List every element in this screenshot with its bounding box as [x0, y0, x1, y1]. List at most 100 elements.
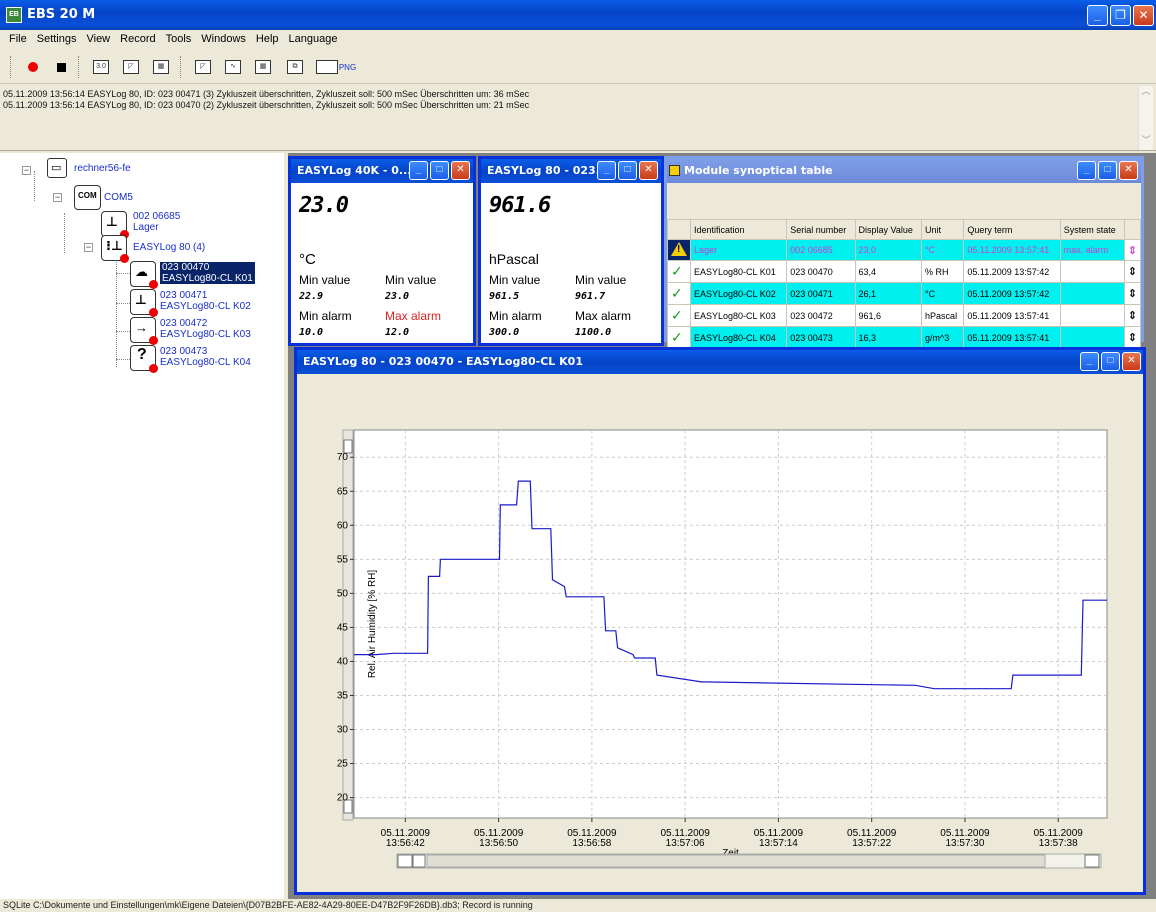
x-tick-label-time: 13:57:30: [945, 838, 984, 849]
scroll-down-icon[interactable]: ﹀: [1141, 135, 1151, 145]
menu-record[interactable]: Record: [120, 33, 156, 45]
close-button[interactable]: ✕: [1122, 352, 1141, 371]
synoptical-titlebar[interactable]: Module synoptical table _ □ ✕: [667, 159, 1141, 183]
table-window-button[interactable]: ▦: [252, 56, 274, 78]
row-updown-icon[interactable]: ⇕: [1123, 239, 1142, 261]
menu-bar: File Settings View Record Tools Windows …: [0, 30, 1156, 50]
row-updown-icon[interactable]: ⇕: [1123, 260, 1142, 283]
menu-language[interactable]: Language: [288, 33, 338, 45]
menu-help[interactable]: Help: [255, 33, 279, 45]
min-alarm-label: Min alarm: [489, 309, 542, 323]
sensor-window-1[interactable]: EASYLog 40K - 0... _ □ ✕ 23.0 °C Min val…: [288, 156, 476, 346]
status-header[interactable]: [667, 219, 691, 240]
table-cell: 023 00473: [786, 326, 856, 349]
sensor-window-2[interactable]: EASYLog 80 - 023... _ □ ✕ 961.6 hPascal …: [478, 156, 664, 346]
column-header[interactable]: Display Value: [854, 219, 923, 240]
column-header[interactable]: System state: [1059, 219, 1125, 240]
row-updown-icon[interactable]: ⇕: [1123, 326, 1142, 349]
max-value-label: Min value: [385, 273, 437, 287]
toolbar-grip: [10, 56, 13, 78]
close-button[interactable]: ✕: [451, 161, 470, 180]
sensor-window-1-titlebar[interactable]: EASYLog 40K - 0... _ □ ✕: [291, 159, 473, 183]
tree-child[interactable]: 023 00471 EASYLog80-CL K02: [160, 290, 251, 312]
y-axis-label: Rel. Air Humidity [% RH]: [367, 570, 378, 679]
tree-child[interactable]: 023 00473 EASYLog80-CL K04: [160, 346, 251, 368]
chart-window[interactable]: EASYLog 80 - 023 00470 - EASYLog80-CL K0…: [294, 347, 1146, 895]
collapse-toggle[interactable]: −: [53, 192, 62, 202]
tree-line: [116, 257, 117, 367]
max-alarm-label: Max alarm: [575, 309, 632, 323]
computer-icon: ▭: [47, 158, 67, 178]
table-button[interactable]: ▦: [150, 56, 172, 78]
chart-window-titlebar[interactable]: EASYLog 80 - 023 00470 - EASYLog80-CL K0…: [297, 350, 1143, 374]
tree-child-selected[interactable]: 023 00470 EASYLog80-CL K01: [160, 262, 255, 284]
table-cell: [1059, 326, 1125, 349]
max-value: 961.7: [575, 291, 606, 302]
tree-line: [116, 359, 130, 360]
column-header[interactable]: Query term: [963, 219, 1061, 240]
sensor-window-2-titlebar[interactable]: EASYLog 80 - 023... _ □ ✕: [481, 159, 661, 183]
close-button[interactable]: ✕: [1119, 161, 1138, 180]
log-scrollbar[interactable]: ︿ ﹀: [1138, 86, 1153, 150]
table-row[interactable]: ✓ EASYLog80-CL K03 023 00472 961,6 hPascal 05…: [667, 304, 1142, 327]
table-row[interactable]: ! Lager 002 06685 23,0 °C 05.11.2009 13:57:41…: [667, 239, 1142, 261]
table-cell: % RH: [921, 260, 965, 283]
multi-sensor-icon: ⁝⊥: [101, 235, 129, 263]
device-id: 002 06685: [133, 211, 181, 222]
table-row[interactable]: ✓ EASYLog80-CL K01 023 00470 63,4% RH 05.11.…: [667, 260, 1142, 283]
sort-header[interactable]: [1123, 219, 1142, 240]
synoptical-table-window[interactable]: Module synoptical table _ □ ✕ Identifica…: [664, 156, 1144, 349]
humidity-chart[interactable]: 202530354045505560657005.11.200913:56:42…: [297, 374, 1143, 892]
maximize-button[interactable]: □: [1101, 352, 1120, 371]
menu-view[interactable]: View: [86, 33, 111, 45]
close-button[interactable]: ✕: [639, 161, 658, 180]
copy-button[interactable]: ⧉: [284, 56, 306, 78]
minimize-button[interactable]: _: [1087, 5, 1108, 26]
minimize-button[interactable]: _: [597, 161, 616, 180]
maximize-button[interactable]: □: [618, 161, 637, 180]
menu-windows[interactable]: Windows: [201, 33, 246, 45]
tree-root[interactable]: rechner56-fe: [74, 163, 131, 174]
tree-port[interactable]: COM5: [104, 192, 133, 203]
minimize-button[interactable]: _: [1077, 161, 1096, 180]
table-row[interactable]: ✓ EASYLog80-CL K04 023 00473 16,3 g/m^3 05.11…: [667, 326, 1142, 349]
maximize-button[interactable]: □: [1098, 161, 1117, 180]
column-header[interactable]: Identification: [689, 219, 788, 240]
maximize-button[interactable]: □: [430, 161, 449, 180]
close-button[interactable]: ✕: [1133, 5, 1154, 26]
menu-file[interactable]: File: [9, 33, 27, 45]
min-value: 22.9: [299, 291, 324, 302]
min-value-label: Min value: [489, 273, 541, 287]
tree-child[interactable]: 023 00472 EASYLog80-CL K03: [160, 318, 251, 340]
chart-window-button[interactable]: ◸: [192, 56, 214, 78]
table-cell: EASYLog80-CL K01: [689, 260, 788, 283]
thermometer-icon: ⊥: [101, 211, 129, 239]
menu-tools[interactable]: Tools: [165, 33, 192, 45]
chart-button[interactable]: ◸: [120, 56, 142, 78]
minimize-button[interactable]: _: [409, 161, 428, 180]
y-scroll-down-icon: [343, 799, 353, 814]
tree-device[interactable]: 002 06685 Lager: [133, 211, 180, 233]
collapse-toggle[interactable]: −: [22, 165, 31, 175]
menu-settings[interactable]: Settings: [36, 33, 77, 45]
row-updown-icon[interactable]: ⇕: [1123, 304, 1142, 327]
table-cell: 002 06685: [786, 239, 856, 261]
export-png-button[interactable]: PNG: [312, 56, 360, 78]
tree-device-group[interactable]: EASYLog 80 (4): [133, 242, 206, 253]
stop-button[interactable]: [50, 56, 72, 78]
line-chart-button[interactable]: ∿: [222, 56, 244, 78]
table-row[interactable]: ✓ EASYLog80-CL K02 023 00471 26,1 °C 05.11.20…: [667, 282, 1142, 305]
collapse-toggle[interactable]: −: [84, 242, 93, 252]
restore-button[interactable]: ❐: [1110, 5, 1131, 26]
column-header[interactable]: Serial number: [786, 219, 856, 240]
row-updown-icon[interactable]: ⇕: [1123, 282, 1142, 305]
scroll-up-icon[interactable]: ︿: [1141, 86, 1151, 96]
y-tick-label: 55: [337, 554, 349, 565]
window-title: EASYLog 80 - 023 00470 - EASYLog80-CL K0…: [303, 355, 583, 368]
minimize-button[interactable]: _: [1080, 352, 1099, 371]
column-header[interactable]: Unit: [921, 219, 965, 240]
table-cell: g/m^3: [921, 326, 965, 349]
ok-check-icon: ✓: [667, 326, 691, 349]
record-button[interactable]: [22, 56, 44, 78]
display-3d-button[interactable]: 3.0: [90, 56, 112, 78]
